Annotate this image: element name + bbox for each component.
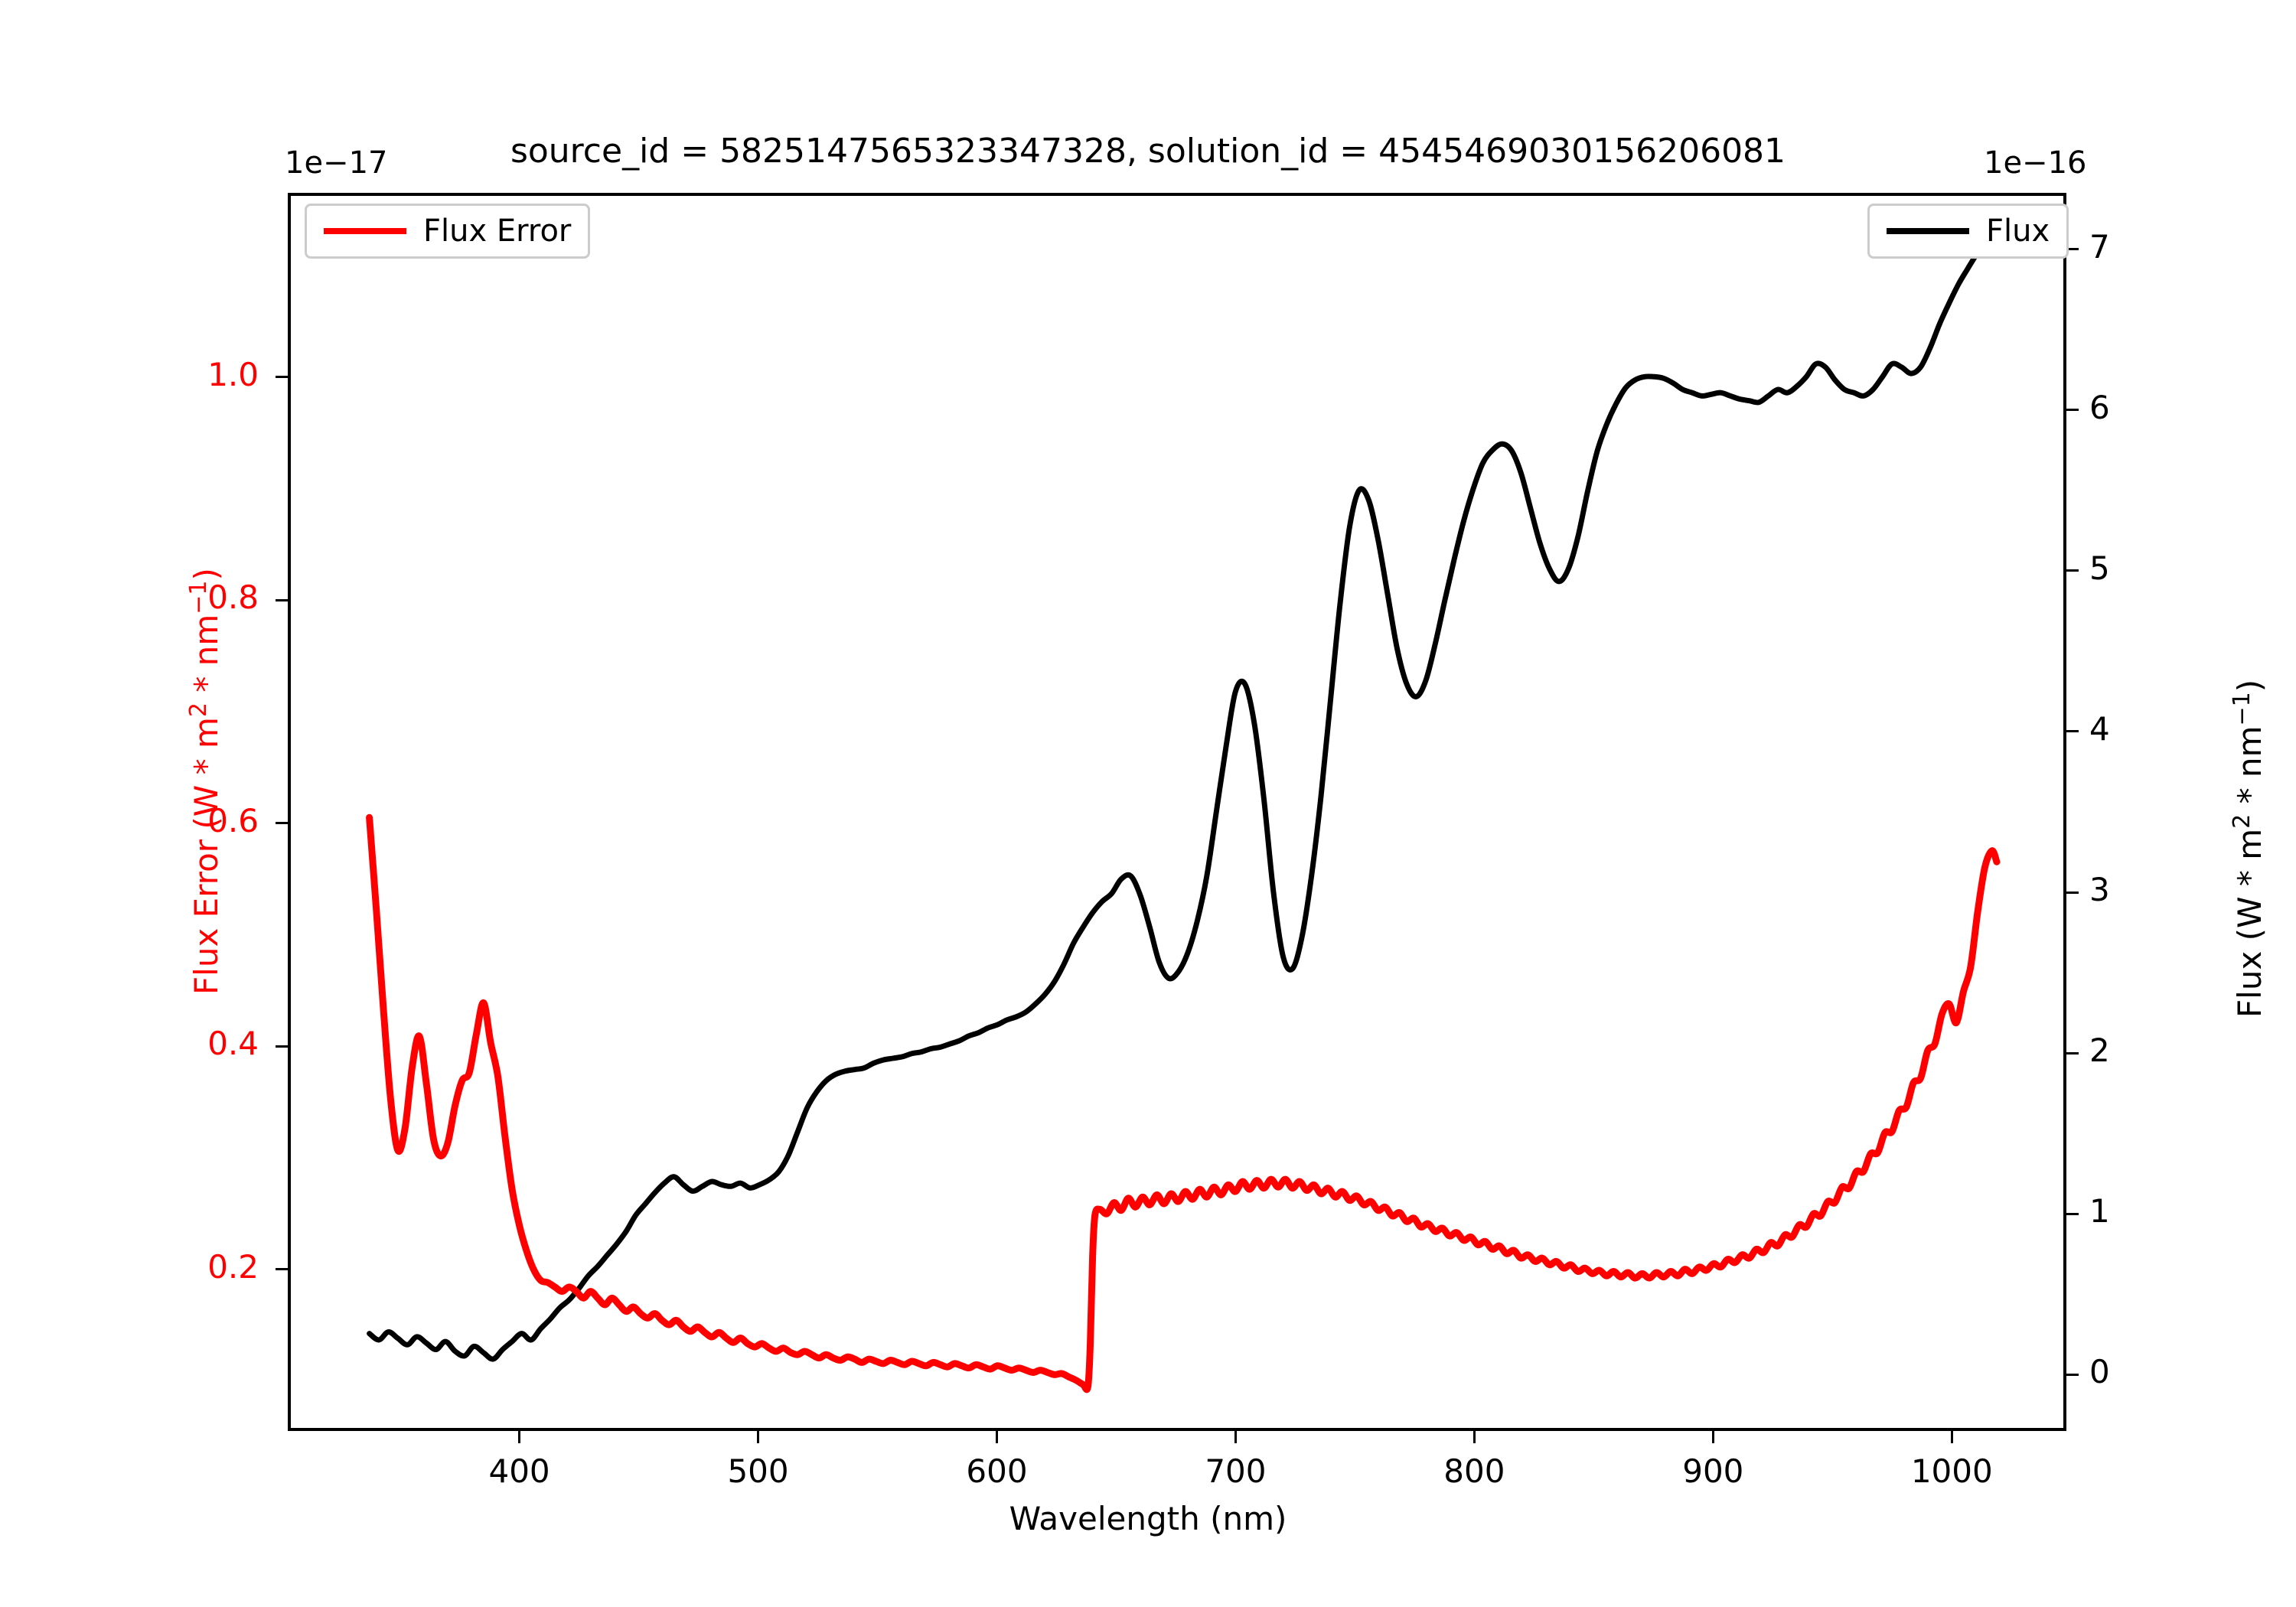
- right-y-label-mid: * nm: [2231, 725, 2268, 814]
- right-y-label-sup1: 2: [2229, 813, 2255, 829]
- plot-axes-frame: [288, 193, 2066, 1431]
- right-y-tick-label: 6: [2089, 388, 2110, 426]
- right-y-label-post: ): [2231, 679, 2268, 693]
- left-y-label-sup1: 2: [185, 702, 212, 718]
- x-tick-label: 500: [727, 1452, 789, 1490]
- right-y-tick-mark: [2066, 1212, 2079, 1215]
- right-y-tick-label: 4: [2089, 709, 2110, 748]
- legend-flux-error[interactable]: Flux Error: [305, 204, 591, 259]
- x-tick-mark: [995, 1431, 998, 1443]
- x-tick-label: 800: [1443, 1452, 1505, 1490]
- right-y-tick-mark: [2066, 730, 2079, 733]
- x-tick-mark: [1473, 1431, 1476, 1443]
- left-y-label-sup2: −1: [185, 580, 212, 614]
- right-y-tick-mark: [2066, 891, 2079, 894]
- left-y-tick-label: 0.6: [207, 801, 259, 839]
- left-axis-offset-text: 1e−17: [285, 145, 388, 181]
- flux-line: [367, 249, 1981, 1362]
- legend-swatch-flux: [1887, 228, 1969, 234]
- right-y-tick-label: 2: [2089, 1032, 2110, 1070]
- right-y-tick-mark: [2066, 1373, 2079, 1376]
- left-y-label-pre: Flux Error (W * m: [188, 717, 225, 995]
- right-y-tick-label: 3: [2089, 871, 2110, 909]
- x-tick-mark: [1950, 1431, 1953, 1443]
- legend-label-flux: Flux: [1986, 214, 2050, 249]
- right-y-label-sup2: −1: [2229, 692, 2255, 726]
- chart-title: source_id = 5825147565323347328, solutio…: [510, 132, 1786, 171]
- right-y-tick-mark: [2066, 409, 2079, 412]
- left-y-tick-mark: [276, 1045, 288, 1048]
- right-y-axis-label: Flux (W * m2 * nm−1): [2229, 680, 2268, 1018]
- left-y-tick-label: 0.2: [207, 1247, 259, 1286]
- legend-flux[interactable]: Flux: [1867, 204, 2069, 259]
- legend-label-flux-error: Flux Error: [423, 214, 572, 249]
- x-tick-label: 1000: [1910, 1452, 1993, 1490]
- right-y-tick-label: 7: [2089, 227, 2110, 266]
- right-y-tick-label: 0: [2089, 1353, 2110, 1391]
- plot-area: [366, 249, 2001, 1393]
- x-tick-mark: [1711, 1431, 1714, 1443]
- right-y-label-pre: Flux (W * m: [2231, 828, 2268, 1018]
- right-y-tick-mark: [2066, 248, 2079, 251]
- left-y-tick-mark: [276, 822, 288, 825]
- x-tick-label: 700: [1205, 1452, 1267, 1490]
- left-y-tick-label: 1.0: [207, 355, 259, 393]
- legend-swatch-flux-error: [324, 228, 406, 234]
- x-tick-label: 400: [488, 1452, 550, 1490]
- x-tick-label: 900: [1682, 1452, 1744, 1490]
- x-tick-mark: [757, 1431, 760, 1443]
- left-y-tick-mark: [276, 598, 288, 601]
- x-axis-label-text: Wavelength (nm): [1009, 1500, 1287, 1537]
- left-y-axis-label: Flux Error (W * m2 * nm−1): [185, 568, 225, 995]
- left-y-label-mid: * nm: [188, 614, 225, 702]
- x-tick-mark: [1234, 1431, 1237, 1443]
- x-tick-mark: [518, 1431, 521, 1443]
- right-y-tick-mark: [2066, 569, 2079, 572]
- right-y-tick-mark: [2066, 1051, 2079, 1054]
- left-y-tick-label: 0.8: [207, 579, 259, 617]
- left-y-tick-label: 0.4: [207, 1025, 259, 1063]
- right-y-tick-label: 1: [2089, 1192, 2110, 1231]
- x-axis-label: Wavelength (nm): [0, 1500, 2296, 1537]
- x-tick-label: 600: [966, 1452, 1028, 1490]
- right-y-tick-label: 5: [2089, 549, 2110, 587]
- left-y-label-post: ): [188, 568, 225, 581]
- left-y-tick-mark: [276, 376, 288, 378]
- left-y-tick-mark: [276, 1268, 288, 1271]
- right-axis-offset-text: 1e−16: [1984, 145, 2087, 181]
- flux-error-line: [366, 813, 2001, 1393]
